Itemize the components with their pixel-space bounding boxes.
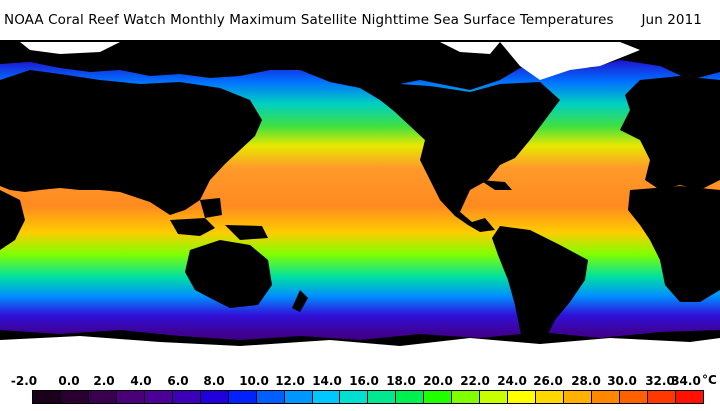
- map-date: Jun 2011: [641, 12, 702, 28]
- caribbean: [480, 180, 512, 190]
- colorbar-label: 16.0: [349, 374, 379, 388]
- world-map-svg: [0, 40, 720, 360]
- colorbar-swatch: [284, 391, 313, 403]
- colorbar-unit: °C: [702, 373, 717, 387]
- colorbar-label: 30.0: [607, 374, 637, 388]
- colorbar-label: 10.0: [239, 374, 269, 388]
- japan: [232, 114, 250, 148]
- new-guinea: [225, 225, 268, 240]
- colorbar-label: 28.0: [571, 374, 601, 388]
- greenland-ice: [500, 42, 640, 80]
- antarctic-ice: [0, 336, 720, 360]
- colorbar-swatch: [33, 391, 61, 403]
- colorbar-swatch: [200, 391, 229, 403]
- colorbar-swatch: [620, 391, 648, 403]
- sst-map: [0, 40, 720, 360]
- eurasia: [0, 70, 262, 215]
- colorbar-swatch: [508, 391, 537, 403]
- europe: [620, 76, 720, 190]
- colorbar-label: 20.0: [423, 374, 453, 388]
- colorbar-swatch: [424, 391, 453, 403]
- colorbar-swatch: [340, 391, 369, 403]
- colorbar-label: 8.0: [203, 374, 225, 388]
- colorbar-label: 26.0: [533, 374, 563, 388]
- africa-horn: [0, 190, 25, 250]
- colorbar-swatch: [312, 391, 341, 403]
- indonesia: [170, 218, 215, 236]
- map-title: NOAA Coral Reef Watch Monthly Maximum Sa…: [4, 12, 614, 28]
- colorbar-label: 0.0: [58, 374, 80, 388]
- colorbar-label: 22.0: [460, 374, 490, 388]
- colorbar-label: 12.0: [275, 374, 305, 388]
- colorbar-swatch: [452, 391, 481, 403]
- colorbar-label: 6.0: [167, 374, 189, 388]
- colorbar-swatch: [480, 391, 509, 403]
- colorbar: [32, 390, 704, 404]
- colorbar-label: 32.0: [645, 374, 675, 388]
- colorbar-swatch: [172, 391, 201, 403]
- colorbar-label: 34.0: [671, 374, 701, 388]
- colorbar-swatch: [536, 391, 565, 403]
- new-zealand: [292, 290, 308, 312]
- colorbar-label: 4.0: [130, 374, 152, 388]
- south-america: [492, 226, 588, 358]
- colorbar-swatch: [116, 391, 145, 403]
- arctic-ice-west: [20, 42, 120, 54]
- colorbar-swatch: [647, 391, 676, 403]
- colorbar-swatch: [564, 391, 593, 403]
- title-bar: NOAA Coral Reef Watch Monthly Maximum Sa…: [0, 0, 720, 40]
- colorbar-label: 24.0: [497, 374, 527, 388]
- africa: [628, 186, 720, 302]
- australia: [185, 240, 272, 308]
- north-america: [360, 82, 560, 232]
- colorbar-labels: -2.0 0.0 2.0 4.0 6.0 8.0 10.0 12.0 14.0 …: [0, 374, 720, 390]
- colorbar-swatch: [88, 391, 117, 403]
- colorbar-swatch: [228, 391, 257, 403]
- colorbar-swatch: [675, 391, 703, 403]
- colorbar-swatch: [396, 391, 425, 403]
- colorbar-label: 18.0: [386, 374, 416, 388]
- colorbar-swatch: [592, 391, 621, 403]
- colorbar-swatch: [60, 391, 89, 403]
- colorbar-swatch: [144, 391, 173, 403]
- borneo: [200, 198, 222, 218]
- arctic-ice-east: [440, 42, 500, 54]
- colorbar-label: 2.0: [93, 374, 115, 388]
- colorbar-label: 14.0: [312, 374, 342, 388]
- colorbar-swatch: [368, 391, 397, 403]
- colorbar-label: -2.0: [10, 374, 38, 388]
- colorbar-swatch: [256, 391, 285, 403]
